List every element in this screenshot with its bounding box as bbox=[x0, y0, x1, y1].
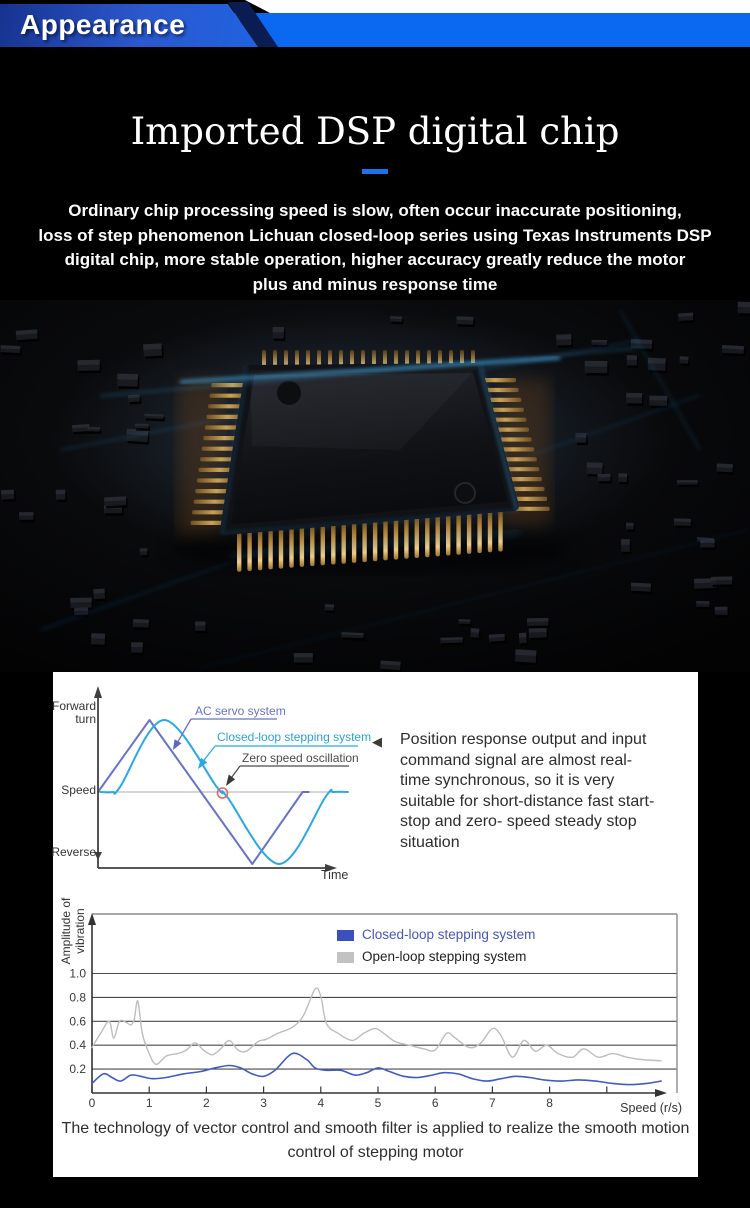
svg-text:1.0: 1.0 bbox=[69, 967, 86, 981]
svg-text:6: 6 bbox=[432, 1096, 439, 1110]
legend-open-loop-label: Open-loop stepping system bbox=[362, 949, 527, 964]
charts-panel: Forward turn Speed Reverse Time AC servo… bbox=[51, 672, 698, 1177]
axis-label-reverse: Reverse bbox=[51, 845, 96, 859]
svg-text:0.2: 0.2 bbox=[69, 1062, 86, 1076]
note-text: Position response output and input comma… bbox=[400, 731, 655, 851]
annotation-closed-loop: Closed-loop stepping system bbox=[217, 730, 372, 744]
svg-text:4: 4 bbox=[317, 1096, 324, 1110]
svg-text:1: 1 bbox=[146, 1096, 153, 1110]
chart-caption: The technology of vector control and smo… bbox=[61, 1120, 690, 1161]
svg-text:2: 2 bbox=[203, 1096, 210, 1110]
page-title: Imported DSP digital chip bbox=[130, 110, 620, 153]
chart1-series bbox=[97, 719, 349, 866]
axis-label-speed-units: Speed (r/s) bbox=[620, 1101, 682, 1115]
axis-label-forward-turn: Forward turn bbox=[51, 699, 96, 726]
circuit-board-components bbox=[0, 301, 750, 673]
title-underline bbox=[362, 169, 388, 174]
chip-pins bbox=[190, 350, 550, 572]
axis-label-speed: Speed bbox=[61, 783, 96, 797]
svg-text:3: 3 bbox=[260, 1096, 267, 1110]
header-label-box: Appearance bbox=[0, 4, 258, 47]
svg-text:7: 7 bbox=[489, 1096, 496, 1110]
vibration-speed-chart: 1.0 0.8 0.6 0.4 0.2 0 1 2 3 4 5 6 7 8 bbox=[69, 913, 678, 1111]
left-triangle-icon: ◀ bbox=[372, 734, 382, 749]
annotation-ac-servo: AC servo system bbox=[195, 704, 286, 718]
svg-text:0.4: 0.4 bbox=[69, 1038, 86, 1052]
svg-text:0: 0 bbox=[89, 1096, 96, 1110]
section-header-banner: Appearance bbox=[0, 0, 750, 50]
dsp-chip-photo bbox=[0, 300, 750, 673]
chart2-series bbox=[91, 987, 662, 1086]
legend-closed-loop-label: Closed-loop stepping system bbox=[362, 927, 536, 942]
svg-text:5: 5 bbox=[375, 1096, 382, 1110]
chart2-tick-labels: 1.0 0.8 0.6 0.4 0.2 0 1 2 3 4 5 6 7 8 bbox=[69, 967, 553, 1111]
annotation-zero-speed: Zero speed oscillation bbox=[242, 751, 359, 765]
header-white-strip bbox=[245, 0, 750, 13]
speed-time-chart bbox=[94, 686, 358, 872]
zero-oscillation-marker bbox=[216, 787, 229, 799]
intro-paragraph: Ordinary chip processing speed is slow, … bbox=[38, 201, 712, 294]
svg-text:8: 8 bbox=[546, 1096, 553, 1110]
svg-text:0.8: 0.8 bbox=[69, 990, 86, 1004]
chip-indent-mark bbox=[275, 379, 303, 407]
axis-label-amplitude: Amplitude of vibration bbox=[59, 897, 87, 965]
svg-text:0.6: 0.6 bbox=[69, 1014, 86, 1028]
chart2-legend-swatches bbox=[337, 930, 354, 963]
axis-label-time: Time bbox=[321, 868, 349, 882]
header-title: Appearance bbox=[20, 9, 186, 40]
chip-illustration bbox=[0, 300, 750, 673]
